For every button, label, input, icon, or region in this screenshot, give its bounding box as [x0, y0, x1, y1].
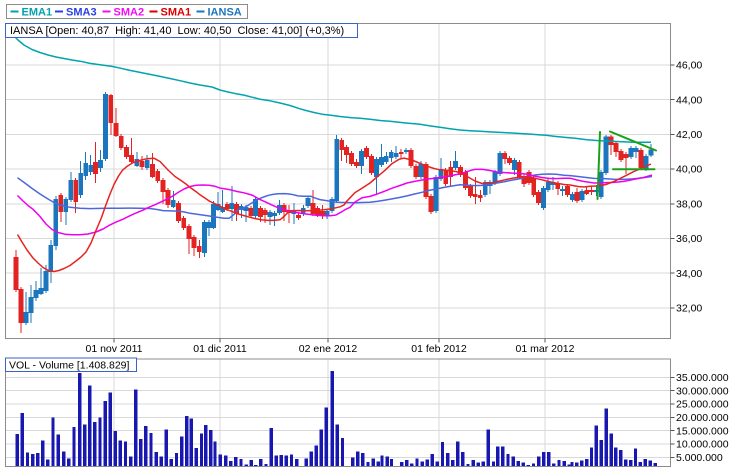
- svg-text:35.000.000: 35.000.000: [676, 372, 729, 384]
- svg-text:SMA2: SMA2: [114, 7, 145, 19]
- svg-text:SMA1: SMA1: [161, 7, 192, 19]
- svg-text:20.000.000: 20.000.000: [676, 412, 729, 424]
- svg-text:01 dic 2011: 01 dic 2011: [193, 343, 247, 355]
- svg-text:02 ene 2012: 02 ene 2012: [299, 343, 358, 355]
- svg-text:40,00: 40,00: [676, 164, 702, 176]
- svg-text:10.000.000: 10.000.000: [676, 439, 729, 451]
- svg-text:44,00: 44,00: [676, 94, 702, 106]
- svg-text:01 nov 2011: 01 nov 2011: [85, 343, 142, 355]
- svg-text:38,00: 38,00: [676, 199, 702, 211]
- svg-text:IANSA: IANSA: [208, 7, 242, 19]
- svg-text:15.000.000: 15.000.000: [676, 425, 729, 437]
- svg-text:5.000.000: 5.000.000: [676, 452, 723, 464]
- svg-text:01 feb 2012: 01 feb 2012: [411, 343, 467, 355]
- svg-text:32,00: 32,00: [676, 303, 702, 315]
- svg-text:SMA3: SMA3: [66, 7, 97, 19]
- svg-text:25.000.000: 25.000.000: [676, 399, 729, 411]
- svg-text:VOL - Volume [1.408.829]: VOL - Volume [1.408.829]: [9, 359, 130, 371]
- svg-text:42,00: 42,00: [676, 129, 702, 141]
- svg-text:IANSA [Open: 40,87 High: 41,4: IANSA [Open: 40,87 High: 41,40 Low: 40,5…: [10, 25, 344, 37]
- svg-text:30.000.000: 30.000.000: [676, 385, 729, 397]
- svg-text:46,00: 46,00: [676, 60, 702, 72]
- svg-text:36,00: 36,00: [676, 233, 702, 245]
- svg-text:01 mar 2012: 01 mar 2012: [516, 343, 575, 355]
- svg-text:34,00: 34,00: [676, 268, 702, 280]
- svg-text:EMA1: EMA1: [22, 7, 53, 19]
